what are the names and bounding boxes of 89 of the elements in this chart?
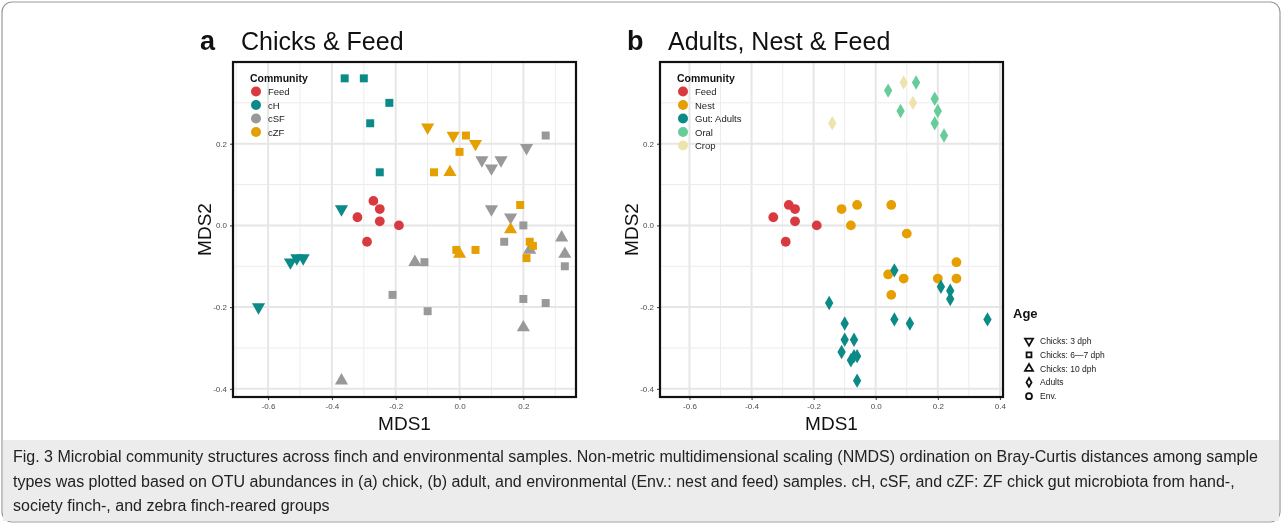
point — [366, 119, 375, 128]
chart-title: Adults, Nest & Feed — [668, 27, 891, 55]
point — [494, 156, 508, 168]
y-tick-label: -0.4 — [213, 384, 228, 394]
point — [951, 257, 962, 268]
point — [385, 98, 394, 107]
point — [780, 236, 791, 247]
point — [522, 254, 531, 263]
legend-label: cZF — [268, 126, 285, 138]
point — [455, 147, 464, 156]
x-axis-title: MDS1 — [805, 413, 858, 434]
x-tick-label: 0.2 — [932, 401, 945, 411]
legend-label: Oral — [695, 126, 713, 138]
legend-label: cSF — [268, 113, 286, 124]
point — [846, 220, 856, 231]
y-tick-label: 0.0 — [642, 221, 655, 231]
point — [374, 216, 385, 227]
category-label: Chicks: 10 dph — [1040, 363, 1097, 374]
point — [886, 289, 897, 300]
x-tick-label: 0.4 — [994, 401, 1007, 411]
point — [394, 220, 404, 231]
legend-label: Feed — [268, 86, 290, 97]
point — [368, 196, 379, 206]
point — [516, 201, 525, 209]
x-tick-label: -0.4 — [745, 401, 760, 411]
point — [528, 241, 537, 250]
y-tick-label: 0.2 — [642, 139, 655, 149]
point — [886, 200, 897, 210]
point — [484, 205, 499, 217]
point — [951, 273, 962, 284]
point — [334, 373, 349, 385]
point — [374, 204, 385, 214]
point — [408, 254, 422, 266]
point — [375, 168, 384, 177]
point — [932, 273, 943, 284]
x-tick-label: -0.2 — [807, 401, 822, 411]
point — [883, 269, 894, 280]
x-tick-label: 0.2 — [518, 401, 530, 411]
x-tick-label: 0.0 — [870, 401, 883, 411]
y-tick-label: 0.2 — [215, 139, 228, 149]
legend-label: Nest — [695, 99, 715, 111]
legend-title: Community — [250, 72, 308, 84]
point — [340, 74, 349, 83]
point — [811, 220, 822, 231]
chart-title: Chicks & Feed — [241, 27, 404, 55]
y-tick-label: -0.2 — [640, 303, 655, 313]
text: a — [200, 26, 216, 56]
point — [484, 164, 499, 176]
point — [836, 204, 847, 214]
y-tick-label: 0.0 — [215, 221, 228, 231]
point — [558, 246, 572, 258]
legend-title: Community — [677, 72, 735, 84]
point — [790, 216, 800, 227]
category-label: Chicks: 6—7 dph — [1040, 349, 1105, 360]
point — [516, 319, 530, 332]
x-tick-label: -0.2 — [389, 401, 404, 411]
legend-label: cH — [268, 99, 280, 111]
x-tick-label: -0.6 — [261, 401, 277, 411]
point — [461, 131, 470, 140]
caption: Fig. 3 Microbial community structures across finch and environmental samples. Non-metric multidimensional scaling (NMDS) ordination on Bray-Curtis distances among sample types was plotted based on OTU abundances in (a) chick, (b) adult, and environmental (Env.: nest and feed) samples. cH, cSF, and cZF: ZF chick gut microbiota from hand-, society finch-, and zebra finch-reared groups — [13, 448, 1259, 514]
y-axis-title: MDS2 — [621, 203, 642, 256]
point — [475, 156, 489, 168]
legend-label: Gut: Adults — [695, 113, 742, 124]
legend-label: Feed — [695, 86, 717, 97]
point — [352, 212, 363, 223]
point — [898, 273, 909, 284]
category-label: Adults — [1040, 377, 1064, 388]
text: b — [627, 26, 644, 56]
category-label: Chicks: 3 dph — [1040, 336, 1092, 346]
x-axis-title: MDS1 — [378, 413, 431, 434]
point — [430, 168, 439, 177]
legend-title: Age — [1013, 306, 1038, 321]
point — [790, 204, 800, 214]
y-tick-label: -0.2 — [213, 303, 228, 313]
x-tick-label: 0.0 — [454, 401, 467, 411]
legend-label: Crop — [695, 140, 716, 151]
category-label: Env. — [1040, 391, 1057, 402]
point — [519, 143, 534, 156]
point — [768, 212, 779, 223]
point — [901, 228, 912, 239]
y-axis-title: MDS2 — [194, 203, 215, 256]
point — [555, 230, 569, 242]
point — [504, 213, 518, 225]
point — [359, 74, 368, 83]
y-tick-label: -0.4 — [640, 384, 655, 394]
point — [362, 236, 372, 247]
point — [852, 200, 862, 210]
x-tick-label: -0.6 — [683, 401, 698, 411]
x-tick-label: -0.4 — [325, 401, 340, 411]
